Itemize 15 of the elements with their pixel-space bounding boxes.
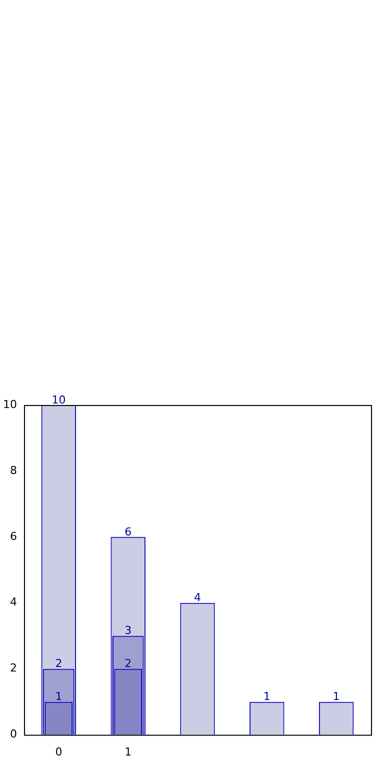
data-label: 1 [263,690,270,704]
data-label: 6 [124,525,132,538]
data-label: 4 [194,591,201,604]
data-label: 2 [55,657,62,670]
y-tick-label: 10 [2,398,17,411]
y-tick-label: 4 [10,596,17,609]
data-label: 10 [52,393,66,406]
y-tick-label: 2 [10,662,17,675]
data-label: 1 [55,690,62,704]
y-tick-label: 6 [10,530,17,543]
y-tick-label: 0 [10,728,17,741]
data-label: 3 [124,624,132,638]
data-label: 1 [332,690,340,704]
data-label: 2 [124,657,132,670]
y-tick-label: 8 [10,464,17,477]
